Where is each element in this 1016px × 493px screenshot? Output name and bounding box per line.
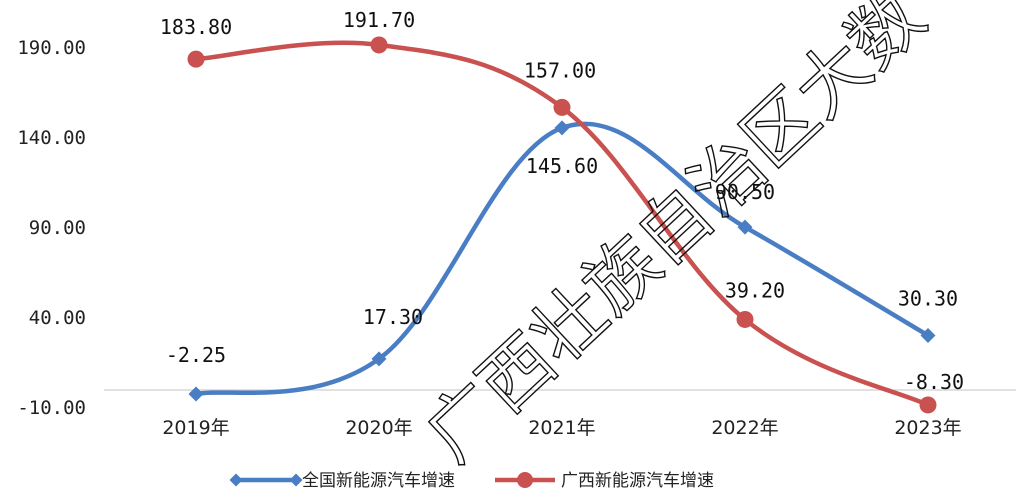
data-point-marker [920, 327, 936, 343]
data-point-marker [370, 36, 388, 54]
data-point-marker [188, 386, 204, 402]
data-label: -8.30 [904, 370, 964, 394]
y-axis: 190.00 140.00 90.00 40.00 -10.00 [17, 37, 86, 419]
legend-marker [517, 472, 533, 488]
data-point-marker [737, 219, 753, 235]
data-point-marker [187, 50, 205, 68]
data-point-marker [553, 98, 571, 116]
data-labels: -2.25 17.30 145.60 90.50 30.30 183.80 191.70 15… [160, 8, 964, 394]
y-tick-label: 90.00 [29, 217, 86, 239]
x-tick-label: 2023年 [894, 417, 961, 439]
data-label: 90.50 [715, 180, 775, 204]
y-tick-label: 190.00 [17, 37, 86, 59]
data-point-marker [554, 120, 570, 136]
y-tick-label: 140.00 [17, 127, 86, 149]
data-label: 30.30 [898, 286, 958, 310]
legend: 全国新能源汽车增速 广西新能源汽车增速 [229, 471, 714, 491]
data-label: 145.60 [526, 154, 598, 178]
legend-label: 全国新能源汽车增速 [302, 471, 455, 491]
data-label: 157.00 [524, 58, 596, 82]
watermark: 广西壮族自治区大数 [409, 0, 942, 478]
x-tick-label: 2021年 [528, 417, 595, 439]
x-axis: 2019年 2020年 2021年 2022年 2023年 [162, 417, 961, 439]
data-label: -2.25 [166, 343, 226, 367]
data-point-marker [736, 310, 754, 328]
data-label: 39.20 [725, 278, 785, 302]
data-point-marker [371, 351, 387, 367]
x-tick-label: 2020年 [345, 417, 412, 439]
y-tick-label: -10.00 [17, 397, 86, 419]
x-tick-label: 2019年 [162, 417, 229, 439]
series-markers [187, 36, 937, 414]
data-label: 17.30 [363, 305, 423, 329]
x-tick-label: 2022年 [711, 417, 778, 439]
y-tick-label: 40.00 [29, 307, 86, 329]
data-label: 191.70 [343, 8, 415, 32]
data-point-marker [919, 396, 937, 414]
data-label: 183.80 [160, 15, 232, 39]
legend-marker [289, 473, 303, 487]
watermark-text: 广西壮族自治区大数 [409, 0, 940, 477]
legend-marker [229, 473, 243, 487]
legend-label: 广西新能源汽车增速 [561, 471, 714, 491]
